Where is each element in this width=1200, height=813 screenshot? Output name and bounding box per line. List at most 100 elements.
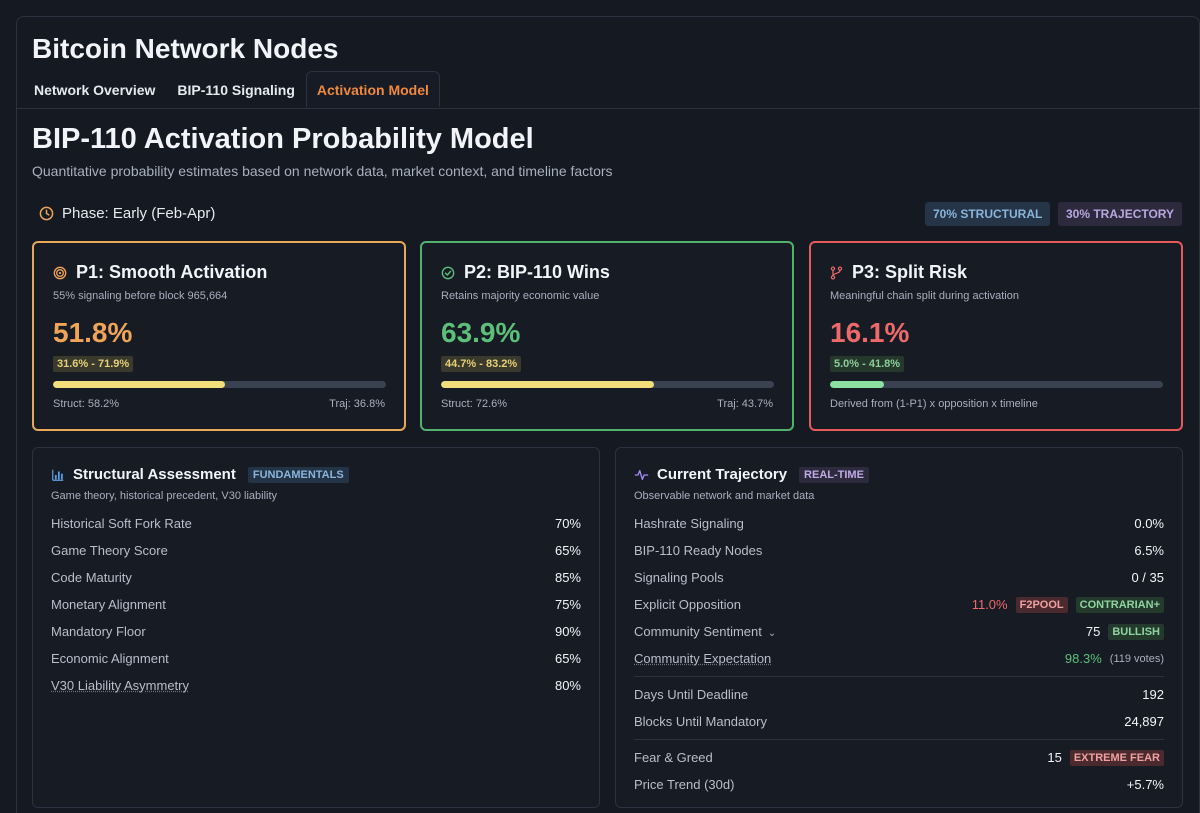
p2-struct: Struct: 72.6% xyxy=(441,398,507,410)
contrarian-tag: CONTRARIAN+ xyxy=(1076,597,1164,613)
tab-network-overview[interactable]: Network Overview xyxy=(23,71,166,107)
chevron-down-icon: ⌄ xyxy=(768,628,776,639)
blocks-row: Blocks Until Mandatory 24,897 xyxy=(634,708,1164,735)
p2-heading: P2: BIP-110 Wins xyxy=(441,262,610,283)
p3-description: Meaningful chain split during activation xyxy=(830,290,1019,302)
structural-rows: Historical Soft Fork Rate 70% Game Theory… xyxy=(51,510,581,699)
opposition-values: 11.0% F2POOL CONTRARIAN+ xyxy=(972,597,1164,613)
trajectory-title: Current Trajectory xyxy=(657,466,787,483)
structural-row: Economic Alignment 65% xyxy=(51,645,581,672)
check-circle-icon xyxy=(441,266,455,280)
fear-values: 15 EXTREME FEAR xyxy=(1047,750,1164,766)
trajectory-heading: Current Trajectory REAL-TIME xyxy=(634,466,869,483)
sentiment-value: 75 xyxy=(1086,624,1100,639)
p1-card: P1: Smooth Activation 55% signaling befo… xyxy=(32,241,406,431)
tab-divider xyxy=(17,108,1199,109)
p2-progress-fill xyxy=(441,381,654,388)
clock-icon xyxy=(39,206,54,221)
row-value: 90% xyxy=(555,624,581,639)
p3-range: 5.0% - 41.8% xyxy=(830,356,904,372)
structural-row: Monetary Alignment 75% xyxy=(51,591,581,618)
p2-progress-bar xyxy=(441,381,774,388)
row-value: 6.5% xyxy=(1134,543,1164,558)
extreme-fear-tag: EXTREME FEAR xyxy=(1070,750,1164,766)
row-label: Monetary Alignment xyxy=(51,597,166,612)
expectation-value: 98.3% xyxy=(1065,651,1102,666)
phase-label: Phase: Early (Feb-Apr) xyxy=(62,205,215,222)
row-label: Game Theory Score xyxy=(51,543,168,558)
p1-progress-bar xyxy=(53,381,386,388)
p1-traj: Traj: 36.8% xyxy=(329,398,385,410)
structural-row: Code Maturity 85% xyxy=(51,564,581,591)
opposition-row: Explicit Opposition 11.0% F2POOL CONTRAR… xyxy=(634,591,1164,618)
page-subtitle: Quantitative probability estimates based… xyxy=(32,163,613,179)
bullish-tag: BULLISH xyxy=(1108,624,1164,640)
row-label: Mandatory Floor xyxy=(51,624,146,639)
row-label: Community Sentiment xyxy=(634,624,762,639)
row-label: Price Trend (30d) xyxy=(634,777,734,792)
p2-range: 44.7% - 83.2% xyxy=(441,356,521,372)
row-label: Hashrate Signaling xyxy=(634,516,744,531)
p1-title: P1: Smooth Activation xyxy=(76,262,267,283)
v30-liability-label[interactable]: V30 Liability Asymmetry xyxy=(51,678,189,693)
p3-progress-bar xyxy=(830,381,1163,388)
p3-card: P3: Split Risk Meaningful chain split du… xyxy=(809,241,1183,431)
row-label: BIP-110 Ready Nodes xyxy=(634,543,762,558)
p1-heading: P1: Smooth Activation xyxy=(53,262,267,283)
p1-range: 31.6% - 71.9% xyxy=(53,356,133,372)
row-value: 0 / 35 xyxy=(1131,570,1164,585)
row-value: 192 xyxy=(1142,687,1164,702)
row-value: 0.0% xyxy=(1134,516,1164,531)
community-expectation-label[interactable]: Community Expectation xyxy=(634,651,771,666)
p1-struct: Struct: 58.2% xyxy=(53,398,119,410)
trajectory-rows: Hashrate Signaling 0.0% BIP-110 Ready Nod… xyxy=(634,510,1164,798)
p3-heading: P3: Split Risk xyxy=(830,262,967,283)
row-value: 70% xyxy=(555,516,581,531)
row-label: Blocks Until Mandatory xyxy=(634,714,767,729)
f2pool-tag: F2POOL xyxy=(1016,597,1068,613)
row-label: Explicit Opposition xyxy=(634,597,741,612)
p1-description: 55% signaling before block 965,664 xyxy=(53,290,227,302)
sentiment-row: Community Sentiment ⌄ 75 BULLISH xyxy=(634,618,1164,645)
structural-row: V30 Liability Asymmetry 80% xyxy=(51,672,581,699)
expectation-values: 98.3% (119 votes) xyxy=(1065,651,1164,666)
tab-bar: Network Overview BIP-110 Signaling Activ… xyxy=(23,71,440,107)
target-icon xyxy=(53,266,67,280)
row-label: Code Maturity xyxy=(51,570,132,585)
fear-value: 15 xyxy=(1047,750,1061,765)
deadline-row: Days Until Deadline 192 xyxy=(634,681,1164,708)
row-value: 65% xyxy=(555,651,581,666)
pools-row: Signaling Pools 0 / 35 xyxy=(634,564,1164,591)
price-trend-value: +5.7% xyxy=(1127,777,1164,792)
structural-row: Game Theory Score 65% xyxy=(51,537,581,564)
sentiment-toggle[interactable]: Community Sentiment ⌄ xyxy=(634,624,776,639)
p2-card: P2: BIP-110 Wins Retains majority econom… xyxy=(420,241,794,431)
row-label: Fear & Greed xyxy=(634,750,713,765)
structural-heading: Structural Assessment FUNDAMENTALS xyxy=(51,466,349,483)
hashrate-row: Hashrate Signaling 0.0% xyxy=(634,510,1164,537)
p3-title: P3: Split Risk xyxy=(852,262,967,283)
fundamentals-badge: FUNDAMENTALS xyxy=(248,467,349,483)
row-value: 80% xyxy=(555,678,581,693)
tab-bip110-signaling[interactable]: BIP-110 Signaling xyxy=(166,71,305,107)
row-label: Days Until Deadline xyxy=(634,687,748,702)
sentiment-values: 75 BULLISH xyxy=(1086,624,1164,640)
row-value: 75% xyxy=(555,597,581,612)
row-value: 65% xyxy=(555,543,581,558)
app-title: Bitcoin Network Nodes xyxy=(32,33,338,65)
tab-activation-model[interactable]: Activation Model xyxy=(306,71,440,107)
row-label: Signaling Pools xyxy=(634,570,724,585)
trajectory-subtitle: Observable network and market data xyxy=(634,490,814,502)
structural-subtitle: Game theory, historical precedent, V30 l… xyxy=(51,490,277,502)
row-value: 85% xyxy=(555,570,581,585)
divider xyxy=(634,676,1164,677)
fear-greed-row: Fear & Greed 15 EXTREME FEAR xyxy=(634,744,1164,771)
page-title: BIP-110 Activation Probability Model xyxy=(32,123,534,156)
p3-note: Derived from (1-P1) x opposition x timel… xyxy=(830,398,1038,410)
structural-row: Historical Soft Fork Rate 70% xyxy=(51,510,581,537)
phase-indicator: Phase: Early (Feb-Apr) xyxy=(39,205,215,222)
row-value: 24,897 xyxy=(1124,714,1164,729)
row-label: Economic Alignment xyxy=(51,651,169,666)
app-window: Bitcoin Network Nodes Network Overview B… xyxy=(16,16,1200,813)
opposition-value: 11.0% xyxy=(972,597,1008,612)
